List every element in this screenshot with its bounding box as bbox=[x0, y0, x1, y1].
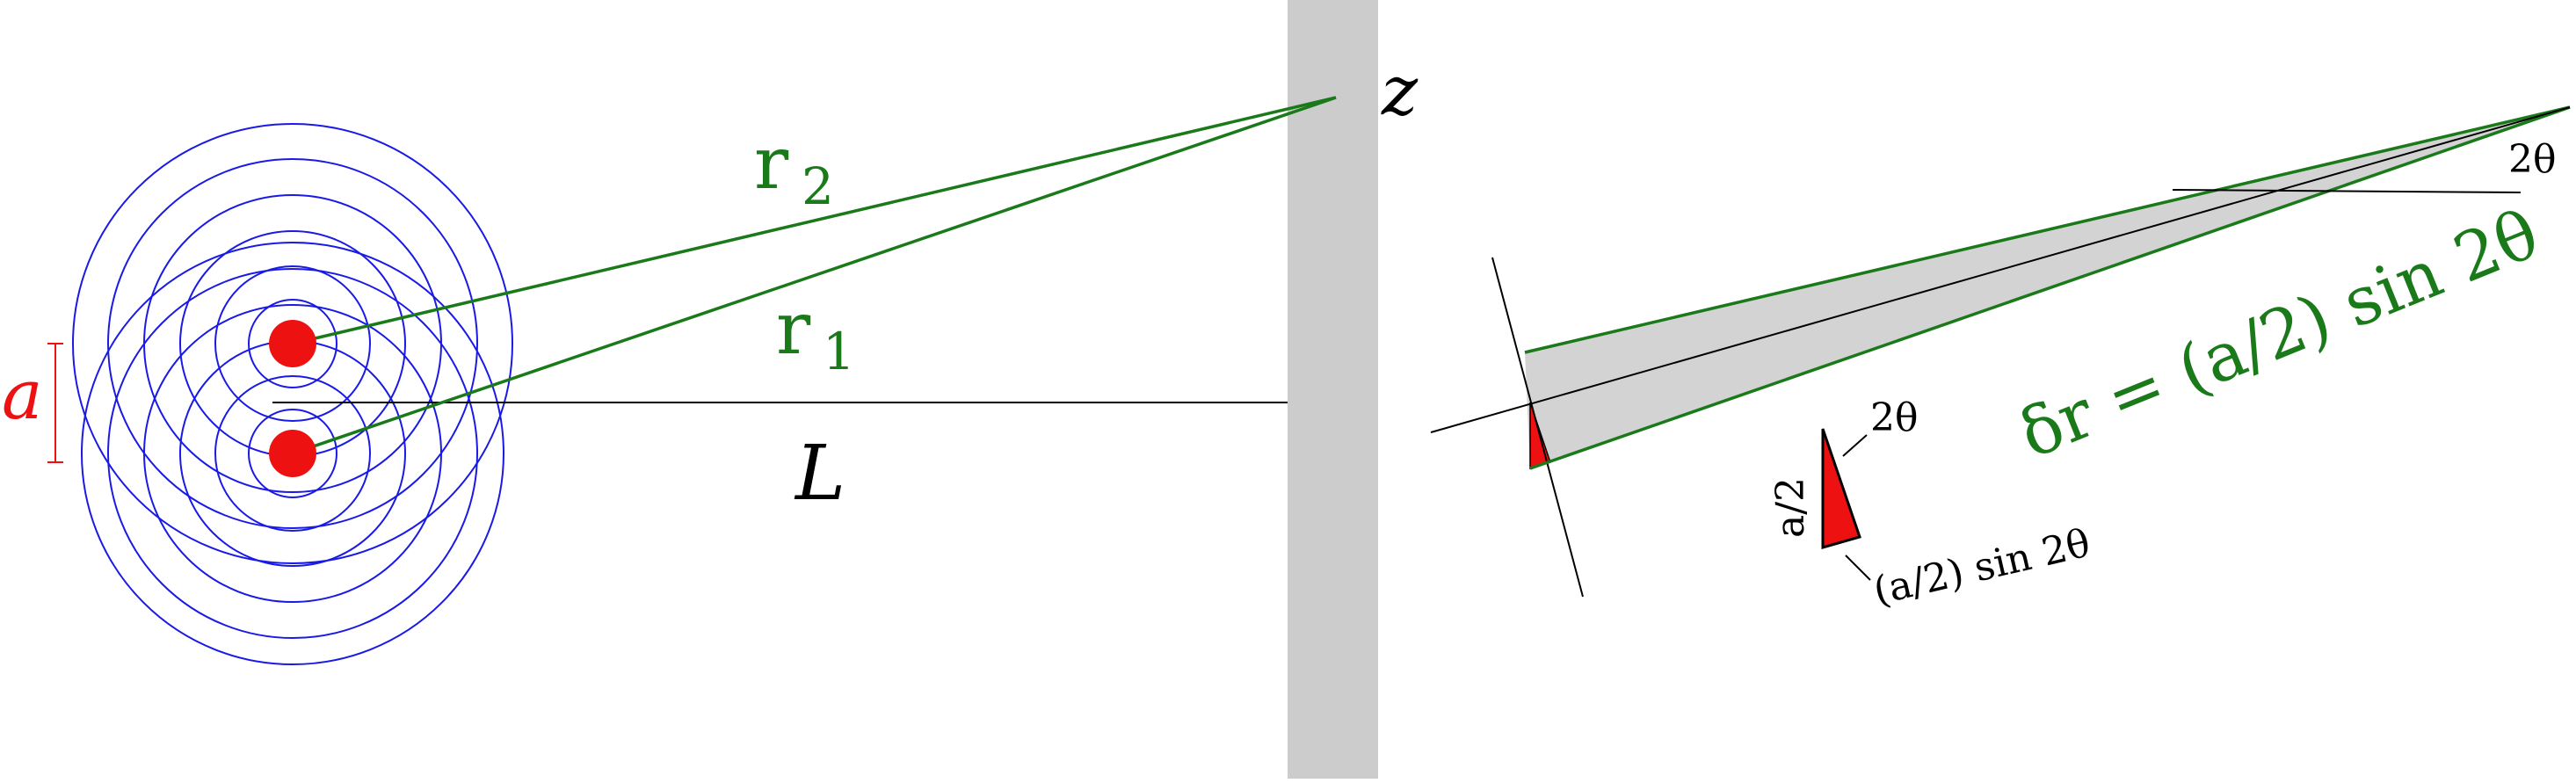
source-upper bbox=[269, 320, 316, 367]
wave-circle bbox=[248, 299, 337, 388]
horizontal-reference-line bbox=[2172, 189, 2522, 193]
source-lower bbox=[269, 430, 316, 477]
path-r1 bbox=[292, 96, 1337, 455]
label-a: a bbox=[2, 356, 43, 435]
wedge-edge-upper bbox=[1524, 105, 2571, 354]
label-L: L bbox=[794, 430, 845, 518]
wave-circle bbox=[107, 268, 478, 639]
wave-circle bbox=[72, 123, 513, 564]
label-z: z bbox=[1381, 52, 1419, 131]
wave-circle bbox=[81, 242, 504, 665]
wave-circle bbox=[143, 304, 442, 603]
inset-triangle bbox=[1821, 428, 1861, 549]
aperture-line bbox=[1491, 257, 1584, 598]
label-r2-sub: 2 bbox=[802, 156, 834, 216]
wedge-center-line bbox=[1430, 106, 2571, 433]
label-a2-sin-2theta: (a/2) sin 2θ bbox=[1869, 521, 2094, 614]
label-r1-sub: 1 bbox=[823, 322, 855, 381]
label-r1-main: r bbox=[776, 287, 811, 371]
inset-theta-pointer bbox=[1842, 434, 1868, 457]
separation-bracket bbox=[47, 343, 63, 463]
wave-circle bbox=[214, 265, 371, 422]
wave-circle bbox=[214, 375, 371, 532]
label-r2-main: r bbox=[754, 122, 789, 206]
wave-circle bbox=[248, 409, 337, 498]
label-2theta-small: 2θ bbox=[1870, 395, 1918, 440]
path-r2 bbox=[292, 96, 1337, 345]
wave-circle bbox=[107, 158, 478, 529]
label-a-over-2: a/2 bbox=[1768, 477, 1813, 538]
label-r2: r 2 bbox=[754, 122, 834, 216]
screen bbox=[1288, 0, 1378, 779]
label-r1: r 1 bbox=[776, 287, 855, 381]
inset-side-pointer bbox=[1845, 555, 1871, 581]
label-2theta-top: 2θ bbox=[2508, 137, 2556, 182]
wedge-edge-lower bbox=[1529, 105, 2571, 470]
wave-circles-lower bbox=[81, 242, 504, 665]
